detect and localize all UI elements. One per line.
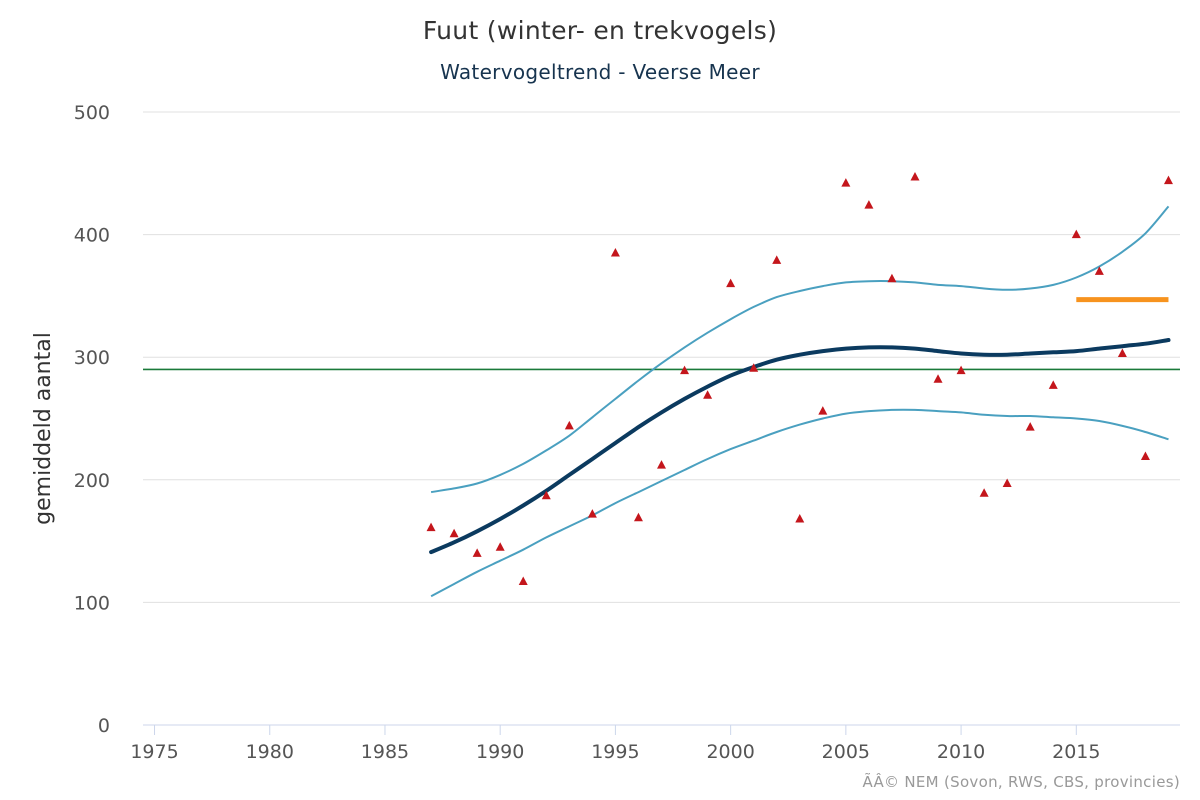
x-axis: 1975 1980 1985 1990 1995 2000 2005 2010 2015 — [130, 724, 1180, 763]
observation-point — [680, 365, 690, 375]
observation-point — [772, 255, 782, 264]
x-tick-label: 1995 — [591, 741, 639, 763]
plot-area — [143, 171, 1180, 598]
x-tick-label: 1990 — [476, 741, 524, 763]
observation-point — [1002, 478, 1012, 487]
observation-point — [587, 509, 597, 518]
credits-text[interactable]: ÃÂ© NEM (Sovon, RWS, CBS, provincies) — [862, 773, 1180, 791]
y-axis: 0 100 200 300 400 500 — [74, 102, 110, 737]
y-tick-label: 0 — [98, 715, 110, 737]
x-tick-label: 2015 — [1052, 741, 1100, 763]
observation-point — [610, 247, 620, 257]
x-tick-label: 2000 — [706, 741, 754, 763]
observation-point — [887, 273, 897, 283]
observation-point — [910, 171, 920, 181]
observation-point — [841, 178, 851, 187]
lower-confidence-line — [430, 408, 1169, 598]
observation-point — [933, 374, 943, 383]
observation-point — [633, 512, 643, 522]
trend-line — [429, 338, 1171, 555]
observation-point — [795, 514, 805, 523]
observation-point — [1071, 229, 1081, 239]
observation-point — [518, 576, 528, 586]
observation-point — [495, 542, 505, 551]
y-tick-label: 300 — [74, 347, 110, 369]
observation-point — [818, 406, 828, 415]
x-tick-label: 1975 — [130, 741, 178, 763]
observation-point — [541, 490, 551, 500]
y-axis-title: gemiddeld aantal — [31, 332, 56, 525]
observation-point — [956, 365, 966, 375]
observation-point — [703, 390, 713, 399]
y-tick-label: 400 — [74, 225, 110, 247]
observation-point — [726, 278, 736, 288]
grid-lines — [143, 111, 1180, 603]
observation-point — [1163, 175, 1173, 185]
upper-confidence-line — [430, 205, 1170, 494]
observation-point — [1117, 348, 1127, 358]
x-tick-label: 1985 — [361, 741, 409, 763]
observation-point — [1140, 451, 1150, 461]
x-tick-label: 2005 — [822, 741, 870, 763]
observation-point — [472, 548, 482, 557]
x-tick-label: 2010 — [937, 741, 985, 763]
chart-title: Fuut (winter- en trekvogels) — [422, 16, 778, 45]
chart-subtitle: Watervogeltrend - Veerse Meer — [440, 60, 760, 84]
observation-point — [749, 363, 759, 372]
observation-point — [564, 420, 574, 430]
observation-point — [864, 200, 874, 209]
x-tick-label: 1980 — [246, 741, 294, 763]
y-tick-label: 500 — [74, 102, 110, 124]
observation-point — [1094, 266, 1104, 275]
y-tick-label: 200 — [74, 470, 110, 492]
observation-point — [449, 528, 459, 538]
observation-point — [657, 460, 666, 469]
observation-point — [1048, 380, 1058, 389]
observation-point — [979, 488, 989, 497]
observation-point — [426, 522, 436, 532]
y-tick-label: 100 — [74, 592, 110, 614]
observation-point — [1025, 422, 1035, 431]
